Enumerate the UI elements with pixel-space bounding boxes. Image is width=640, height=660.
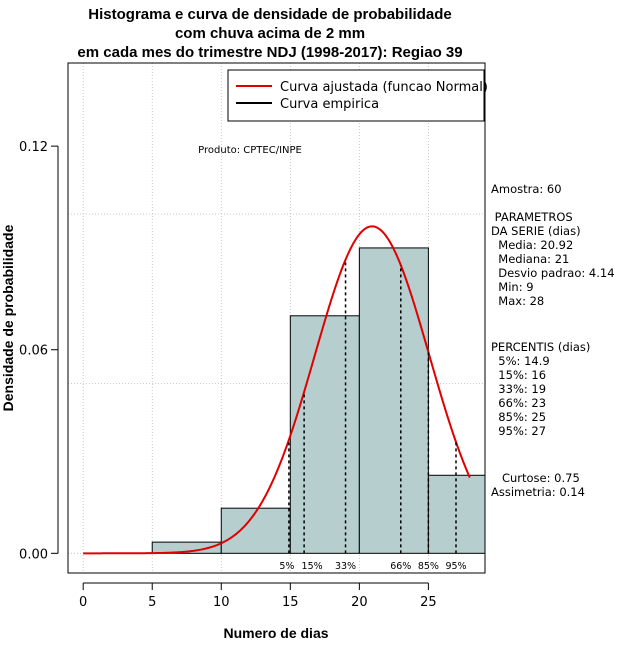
chart-title-line-2: com chuva acima de 2 mm — [174, 25, 366, 42]
percentile-label-15: 15% — [302, 561, 323, 572]
percentile-label-66: 66% — [390, 561, 411, 572]
percentil-95: 95%: 27 — [491, 424, 547, 438]
legend: Curva ajustada (funcao Normal) Curva emp… — [227, 69, 488, 122]
legend-label-fitted: Curva ajustada (funcao Normal) — [280, 80, 488, 95]
x-axis-label: Numero de dias — [223, 625, 328, 641]
percentile-lines: 5% 15% 33% 66% 85% 95% — [279, 259, 467, 572]
x-tick-label: 5 — [148, 595, 156, 610]
x-tick-label: 20 — [351, 595, 368, 610]
x-tick-label: 15 — [282, 595, 299, 610]
plot-frame — [67, 62, 486, 574]
y-axis-label: Densidade de probabilidade — [0, 224, 16, 411]
histogram-bar-4 — [358, 247, 429, 554]
percentile-label-95: 95% — [445, 561, 466, 572]
histogram-bar-2 — [220, 507, 291, 554]
percentis-header: PERCENTIS (dias) — [491, 340, 591, 354]
param-header-2: DA SERIE (dias) — [491, 224, 581, 238]
percentile-label-33: 33% — [335, 561, 356, 572]
param-mediana: Mediana: 21 — [491, 252, 570, 266]
sample-size: Amostra: 60 — [491, 182, 562, 196]
y-tick-label: 0.12 — [19, 140, 48, 155]
legend-label-empirical: Curva empirica — [280, 97, 379, 112]
percentil-15: 15%: 16 — [491, 368, 547, 382]
percentil-85: 85%: 25 — [491, 410, 547, 424]
percentil-66: 66%: 23 — [491, 396, 547, 410]
histogram-bar-3 — [289, 315, 360, 554]
param-max: Max: 28 — [491, 294, 545, 308]
param-min: Min: 9 — [491, 280, 534, 294]
product-annotation: Produto: CPTEC/INPE — [198, 145, 302, 156]
x-tick-label: 25 — [420, 595, 437, 610]
chart-title-line-1: Histograma e curva de densidade de proba… — [88, 6, 452, 23]
legend-box — [227, 69, 485, 122]
percentile-label-5: 5% — [279, 561, 294, 572]
y-tick-label: 0.06 — [19, 344, 48, 359]
param-media: Media: 20.92 — [491, 238, 574, 252]
assimetria: Assimetria: 0.14 — [491, 485, 585, 499]
normal-curve-line — [83, 225, 471, 555]
x-tick-label: 0 — [79, 595, 87, 610]
param-desvio: Desvio padrao: 4.14 — [491, 266, 615, 280]
y-tick-label: 0.00 — [19, 547, 48, 562]
axes: 0 5 10 15 20 25 0.00 0.06 0.12 — [19, 140, 437, 610]
percentil-5: 5%: 14.9 — [491, 354, 550, 368]
chart-title-line-3: em cada mes do trimestre NDJ (1998-2017)… — [77, 44, 463, 61]
param-header-1: PARAMETROS — [491, 210, 573, 224]
percentil-33: 33%: 19 — [491, 382, 547, 396]
x-tick-label: 10 — [213, 595, 230, 610]
histogram-bars — [151, 247, 486, 554]
curtose: Curtose: 0.75 — [491, 471, 580, 485]
percentile-label-85: 85% — [418, 561, 439, 572]
